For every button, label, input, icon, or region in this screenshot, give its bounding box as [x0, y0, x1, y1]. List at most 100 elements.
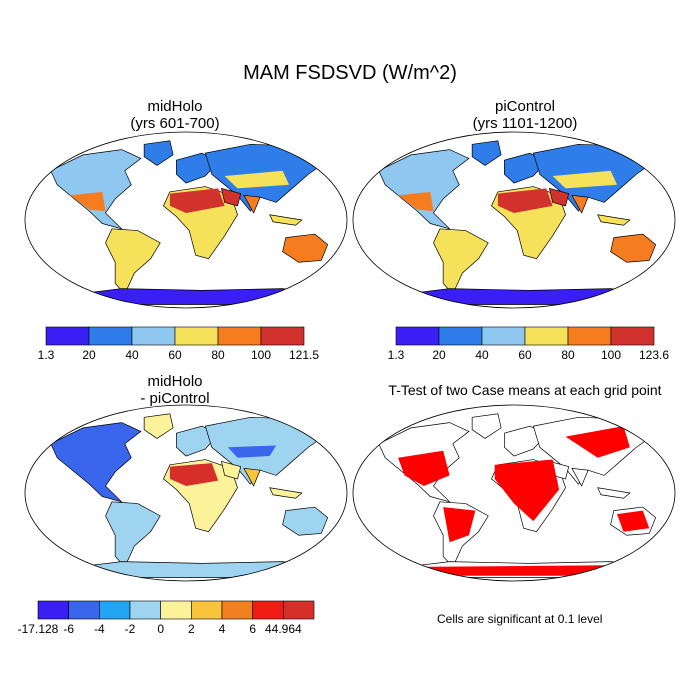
panel-title-picontrol: piControl (yrs 1101-1200): [405, 98, 645, 132]
colorbar-label: 2: [188, 622, 195, 636]
colorbar-segment: [260, 326, 305, 346]
greenland-landmass: [472, 141, 501, 166]
central-asia-zone: [224, 170, 290, 189]
panel-title-difference: midHolo - piControl: [55, 373, 295, 407]
antarctica-landmass: [392, 289, 650, 305]
colorbar-label: -6: [63, 622, 74, 636]
main-title: MAM FSDSVD (W/m^2): [243, 62, 457, 84]
colorbar-label: 80: [561, 348, 575, 362]
namerica-landmass: [379, 150, 469, 229]
sahara-hot-zone: [497, 188, 553, 213]
india-landmass: [572, 195, 588, 213]
colorbar-segment: [88, 326, 133, 346]
colorbar-label: 123.6: [639, 348, 669, 362]
colorbar-label: -2: [125, 622, 136, 636]
panel-title-line1: midHolo: [147, 98, 203, 115]
central-asia-zone: [552, 170, 618, 189]
colorbar-label: 4: [219, 622, 226, 636]
antarctica-landmass: [64, 289, 322, 305]
colorbar-label: 20: [82, 348, 96, 362]
significant-cells: [617, 510, 650, 532]
colorbar-segment: [191, 600, 223, 620]
colorbar-segment: [252, 600, 284, 620]
panel-title-midholo: midHolo (yrs 601-700): [55, 98, 295, 132]
colorbar-label: 6: [249, 622, 256, 636]
australia-landmass: [283, 507, 328, 535]
arabia-landmass: [549, 188, 568, 206]
australia-landmass: [283, 234, 328, 262]
panel-title-line1: piControl: [494, 98, 556, 115]
india-landmass: [244, 195, 260, 213]
colorbar-label: -17.128: [18, 622, 59, 636]
colorbar-segment: [160, 600, 192, 620]
antarctica-landmass: [64, 562, 322, 578]
indonesia-landmass: [598, 488, 630, 499]
panel-title-line2: (yrs 601-700): [130, 115, 220, 132]
colorbar-label: 0: [157, 622, 164, 636]
australia-landmass: [611, 234, 656, 262]
sahara-hot-zone: [169, 188, 225, 213]
colorbar-top-left: 1.3 20 40 60 80 100 121.5: [38, 326, 319, 362]
colorbar-label: 80: [211, 348, 225, 362]
colorbar-label: 40: [475, 348, 489, 362]
panel-title-ttest: T-Test of two Case means at each grid po…: [388, 382, 662, 398]
map-border: [24, 404, 348, 582]
samerica-landmass: [106, 229, 161, 294]
colorbar-label: 44.964: [265, 622, 302, 636]
map-panel-top-left: [24, 131, 348, 309]
arabia-landmass: [221, 188, 240, 206]
mexico-warm-zone: [398, 191, 434, 212]
significant-cells: [398, 450, 450, 486]
colorbar-segment: [283, 600, 315, 620]
colorbar-label: 20: [432, 348, 446, 362]
sahara-increase-zone: [169, 463, 219, 486]
colorbar-segment: [567, 326, 612, 346]
colorbar-segment: [68, 600, 100, 620]
significant-cells: [410, 565, 630, 576]
central-asia-decrease-zone: [227, 445, 277, 458]
colorbar-bottom-left: -17.128 -6 -4 -2 0 2 4 6 44.964: [18, 600, 315, 636]
significance-note: Cells are significant at 0.1 level: [437, 612, 603, 626]
map-panel-top-right: [352, 131, 676, 309]
india-landmass: [572, 468, 588, 486]
colorbar-label: 1.3: [38, 348, 55, 362]
greenland-landmass: [144, 414, 173, 439]
significant-cells: [565, 426, 630, 458]
indonesia-landmass: [598, 215, 630, 226]
colorbar-segment: [481, 326, 526, 346]
colorbar-segment: [99, 600, 131, 620]
namerica-landmass: [51, 150, 141, 229]
colorbar-segment: [395, 326, 440, 346]
colorbar-segment: [174, 326, 219, 346]
samerica-landmass: [106, 502, 161, 567]
greenland-landmass: [472, 414, 501, 439]
colorbar-top-right: 1.3 20 40 60 80 100 123.6: [388, 326, 669, 362]
colorbar-label: 40: [125, 348, 139, 362]
greenland-landmass: [144, 141, 173, 166]
mexico-warm-zone: [70, 191, 106, 212]
colorbar-label: 100: [251, 348, 271, 362]
map-border: [24, 131, 348, 309]
indonesia-landmass: [270, 215, 302, 226]
arabia-landmass: [221, 461, 240, 479]
colorbar-label: 100: [601, 348, 621, 362]
map-panel-bottom-left: [24, 404, 348, 582]
significant-cells: [494, 459, 560, 522]
colorbar-segment: [524, 326, 569, 346]
colorbar-segment: [217, 326, 262, 346]
map-border: [352, 404, 676, 582]
colorbar-segment: [610, 326, 655, 346]
map-border: [352, 131, 676, 309]
colorbar-segment: [131, 326, 176, 346]
colorbar-segment: [221, 600, 253, 620]
panel-title-line1: midHolo: [147, 373, 203, 390]
colorbar-label: 60: [518, 348, 532, 362]
samerica-landmass: [434, 229, 489, 294]
india-landmass: [244, 468, 260, 486]
colorbar-label: 60: [168, 348, 182, 362]
colorbar-label: 121.5: [289, 348, 319, 362]
colorbar-segment: [129, 600, 161, 620]
colorbar-label: -4: [94, 622, 105, 636]
colorbar-segment: [45, 326, 90, 346]
